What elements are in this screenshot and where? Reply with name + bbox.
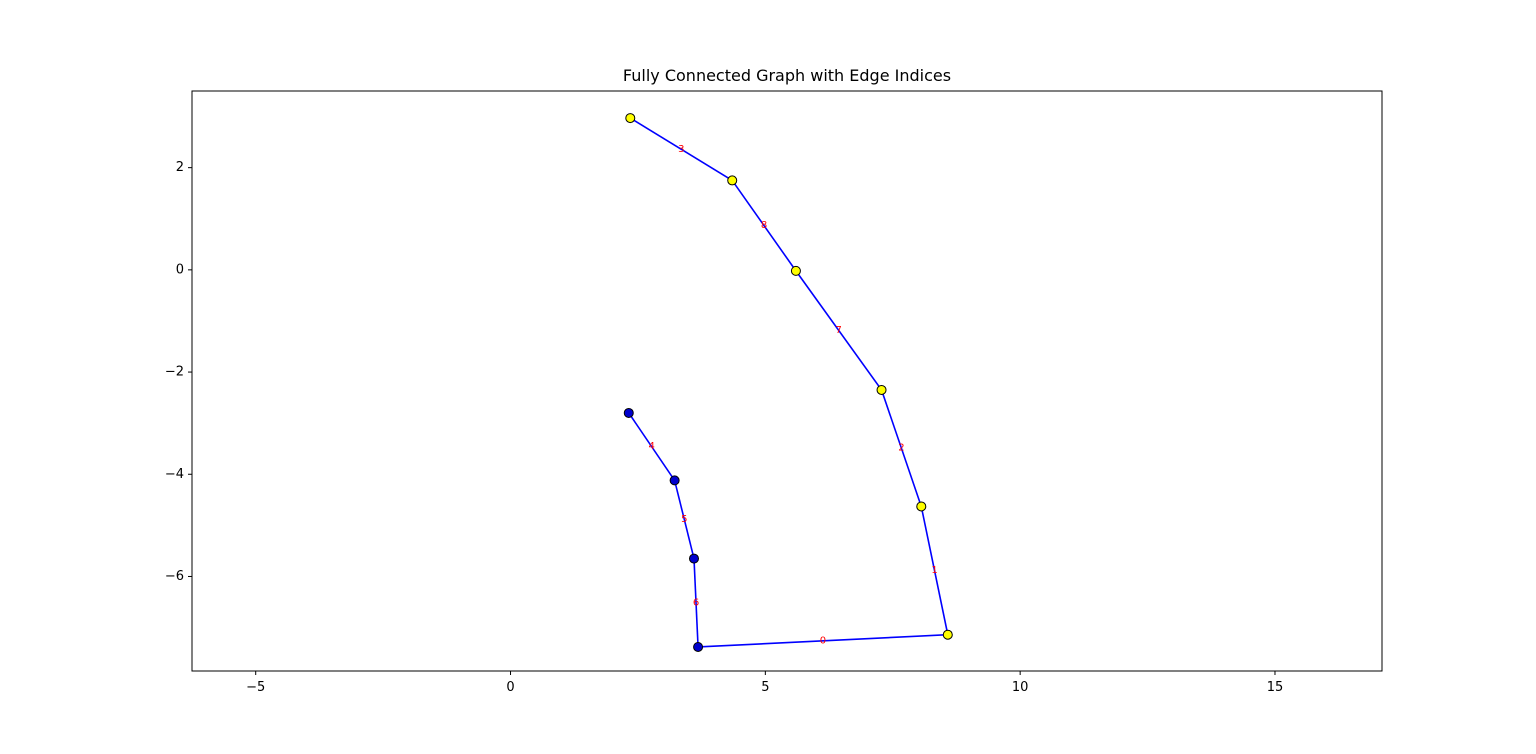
edge-labels-layer: 0 1 2 3 4 5 6 7 8 <box>649 144 938 647</box>
edge-index-label: 4 <box>649 441 655 452</box>
edge-index-label: 8 <box>761 220 767 231</box>
graph-node <box>942 629 953 640</box>
graph-edge <box>628 412 676 481</box>
plot-frame <box>191 90 1383 672</box>
edge-index-label: 6 <box>693 597 699 608</box>
graph-node <box>916 501 927 512</box>
graph-node <box>727 175 738 186</box>
edge-index-label: 3 <box>678 144 684 155</box>
y-tick-label: −6 <box>165 569 184 584</box>
graph-node <box>669 475 680 486</box>
chart-title: Fully Connected Graph with Edge Indices <box>623 66 951 85</box>
graph-node <box>693 641 704 652</box>
graph-node <box>623 407 634 418</box>
y-tick-label: −2 <box>165 365 184 380</box>
edge-index-label: 1 <box>931 565 937 576</box>
graph-edge <box>693 558 699 648</box>
graph-edge <box>795 270 883 391</box>
graph-edge <box>698 633 948 648</box>
edge-index-label: 0 <box>820 635 826 646</box>
y-tick-label: 0 <box>176 262 184 277</box>
y-tick-label: 2 <box>176 160 184 175</box>
edge-index-label: 5 <box>681 514 687 525</box>
y-axis-ticks: 2 0 −2 −4 −6 <box>165 160 192 584</box>
graph-node <box>688 553 699 564</box>
graph-node <box>876 384 887 395</box>
x-tick-label: 15 <box>1267 680 1284 695</box>
edge-index-label: 2 <box>898 443 904 454</box>
edge-index-label: 7 <box>836 325 842 336</box>
graph-node <box>790 265 801 276</box>
y-tick-label: −4 <box>165 467 184 482</box>
edges-layer <box>628 117 949 648</box>
x-tick-label: 10 <box>1012 680 1029 695</box>
x-tick-label: −5 <box>246 680 265 695</box>
x-axis-ticks: −5 0 5 10 15 <box>246 671 1283 695</box>
graph-edge <box>673 480 695 559</box>
graph-edge <box>731 179 797 272</box>
x-tick-label: 5 <box>761 680 769 695</box>
x-tick-label: 0 <box>506 680 514 695</box>
nodes-layer <box>623 113 953 652</box>
graph-edge <box>920 506 949 635</box>
graph-edge <box>880 389 923 507</box>
graph-edge <box>629 117 733 182</box>
graph-node <box>625 113 636 124</box>
